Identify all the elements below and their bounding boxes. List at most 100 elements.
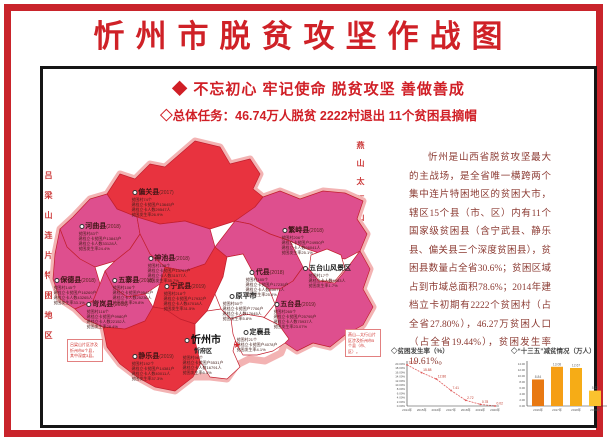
county-label-繁峙县: 繁峙县(2018) 贫困村206个 建档立卡贫困户24950户 建档立卡人数66041… — [281, 225, 324, 259]
line-chart-y-tick: 6.00% — [397, 391, 406, 395]
bar-chart-y-tick: 14.00 — [518, 362, 526, 366]
bar-value-label: 5.13 — [592, 386, 599, 390]
line-chart-x-tick: 2018年 — [461, 407, 471, 412]
bar-chart-y-tick: 0.00 — [519, 404, 525, 408]
line-chart-x-tick: 2014年 — [402, 407, 412, 412]
county-stats: 贫困村192个 建档立卡贫困户14381户 建档立卡人数40011人 贫困发生率37.… — [131, 361, 174, 381]
line-chart-title: ◇贫困发生率（%） — [391, 348, 449, 355]
bar-value-label: 12.67 — [572, 363, 580, 367]
county-stat-line: 建档立卡人数25236人 — [112, 295, 152, 300]
county-stat-line: 贫困村83个 — [78, 231, 99, 236]
bar-chart-y-tick: 8.00 — [519, 380, 525, 384]
county-name: 五寨县(2018) — [112, 275, 154, 285]
county-stats: 贫困村116个 建档立卡贫困户9980户 建档立卡人数22152人 贫困发生率28.4… — [87, 309, 128, 329]
county-stat-line: 贫困村185个 — [245, 277, 269, 282]
bar-chart-y-tick: 4.00 — [519, 392, 525, 396]
county-stat-line: 建档立卡贫困户14381户 — [131, 366, 175, 371]
county-year: (2018) — [113, 302, 128, 308]
county-label-五台县: 五台县(2019) 贫困村265个 建档立卡贫困户25795户 建档立卡人数75937… — [273, 299, 316, 333]
bar-chart-y-tick: 12.00 — [518, 368, 526, 372]
xinzhou-map: 偏关县(2017) 贫困村74个 建档立卡贫困户13645户 建档立卡人数29547人… — [45, 129, 391, 423]
county-marker-dot — [54, 277, 60, 283]
county-marker-dot — [112, 277, 118, 283]
county-stat-line: 建档立卡人数47018人 — [163, 301, 203, 306]
county-stat-line: 贫困发生率33.1% — [53, 300, 85, 305]
line-point-label: 7.41 — [453, 386, 460, 390]
county-stat-line: 贫困村138个 — [147, 263, 171, 268]
county-label-河曲县: 河曲县(2018) 贫困村83个 建档立卡贫困户13843户 建档立卡人数33128人… — [78, 221, 121, 255]
county-year: (2018) — [81, 278, 96, 284]
county-stat-line: 贫困村21个 — [236, 337, 257, 342]
county-stat-line: 建档立卡贫困户16269户 — [53, 290, 97, 295]
county-stat-line: 建档立卡人数31577人 — [147, 273, 187, 278]
county-stat-line: 建档立卡贫困户25795户 — [273, 314, 317, 319]
county-year: (2018) — [139, 278, 154, 284]
county-year: (2018) — [175, 256, 190, 262]
county-label-定襄县: 定襄县 贫困村21个 建档立卡贫困户4078户 贫困发生率4.1% — [237, 327, 278, 356]
county-label-五台山风景区: 五台山风景区 贫困村17个 建档立卡人数4083人 贫困发生率1.7% — [303, 263, 351, 292]
region-dingxiang — [230, 313, 290, 356]
county-stat-line: 贫困村206个 — [281, 235, 305, 240]
line-chart-y-tick: 18.00% — [395, 366, 405, 370]
county-stats: 贫困村138个 建档立卡贫困户13797户 建档立卡人数31577人 贫困发生率35.… — [147, 263, 190, 283]
region-xinfu — [194, 308, 241, 380]
poverty-rate-line-chart: ◇贫困发生率（%） 20.00% 18.00% 16.00% 14.00% 12.00%… — [387, 345, 503, 423]
county-marker-dot — [282, 227, 288, 233]
county-stat-line: 贫困村116个 — [86, 309, 109, 314]
line-chart-x-tick: 2015年 — [417, 407, 427, 412]
county-stat-line: 建档立卡贫困户13843户 — [78, 236, 122, 241]
county-stats: 贫困村96个 建档立卡贫困户5531户 建档立卡人数16791人 贫困发生率6.4% — [183, 355, 224, 375]
line-point-label: 0.78 — [482, 400, 489, 404]
county-stat-line: 建档立卡贫困户5531户 — [182, 360, 224, 365]
line-chart-x-tick: 2016年 — [431, 407, 441, 412]
line-point-label: 19.61 — [409, 360, 417, 364]
county-stats: 贫困村50个 建档立卡贫困户7706户 建档立卡人数17645人 贫困发生率5.8% — [223, 301, 264, 321]
line-point-marker — [435, 378, 438, 380]
line-chart-y-tick: 8.00% — [397, 387, 406, 391]
map-regions-svg — [49, 137, 377, 395]
county-stats: 贫困村21个 建档立卡贫困户4078户 贫困发生率4.1% — [237, 337, 278, 352]
line-point-label: 12.86 — [438, 374, 446, 378]
county-label-静乐县: 静乐县(2019) 贫困村192个 建档立卡贫困户14381户 建档立卡人数40011… — [131, 351, 174, 385]
county-stat-line: 建档立卡人数45071人 — [245, 287, 285, 292]
line-chart-x-tick: 2020年 — [490, 407, 500, 412]
county-stat-line: 贫困村192个 — [131, 361, 155, 366]
county-stat-line: 建档立卡人数40011人 — [131, 371, 171, 376]
line-point-marker — [420, 371, 423, 374]
county-stat-line: 贫困发生率29.8% — [112, 300, 144, 305]
reduction-bar — [589, 390, 601, 406]
county-stat-line: 建档立卡贫困户9980户 — [86, 314, 128, 319]
bar-value-label: 13.08 — [553, 362, 561, 366]
county-stat-line: 建档立卡贫困户17932户 — [163, 296, 207, 301]
line-point-marker — [406, 364, 408, 366]
county-stat-line: 贫困发生率35.7% — [147, 278, 179, 283]
map-note-1: 吕梁山片区涉及忻州市6个县，其中深度3县。 — [67, 339, 103, 362]
line-chart-y-tick: 16.00% — [395, 370, 405, 374]
bar-chart-y-tick: 6.00 — [519, 386, 525, 390]
county-marker-dot — [132, 189, 138, 195]
county-marker-dot — [274, 301, 280, 307]
county-label-代县: 代县(2018) 贫困村185个 建档立卡贫困户17235户 建档立卡人数45071人… — [245, 267, 288, 301]
bar-chart-title: ◇“十三五”减贫情况（万人） — [511, 348, 596, 355]
county-year: (2017) — [159, 190, 174, 196]
county-name: 原平市 — [223, 291, 264, 301]
county-stat-line: 贫困村265个 — [273, 309, 297, 314]
overall-task-line: ◇总体任务：46.74万人脱贫 2222村退出 11个贫困县摘帽 — [160, 109, 477, 123]
county-marker-dot — [249, 269, 255, 275]
county-marker-dot — [229, 293, 235, 299]
county-stat-line: 建档立卡人数4083人 — [308, 278, 346, 283]
county-stat-line: 贫困村74个 — [131, 197, 152, 202]
county-stat-line: 贫困村17个 — [308, 273, 329, 278]
county-label-五寨县: 五寨县(2018) 贫困村106个 建档立卡贫困户9542户 建档立卡人数25236人… — [112, 275, 154, 309]
poster-red-frame — [4, 4, 603, 437]
bar-chart-y-tick: 10.00 — [518, 374, 526, 378]
county-name: 神池县(2018) — [147, 253, 190, 263]
county-stats: 贫困村218个 建档立卡贫困户17932户 建档立卡人数47018人 贫困发生率31.… — [163, 291, 206, 311]
county-stat-line: 建档立卡贫困户24950户 — [281, 240, 325, 245]
county-stat-line: 贫困发生率28.4% — [86, 324, 118, 329]
county-stats: 贫困村83个 建档立卡贫困户13843户 建档立卡人数33128人 贫困发生率24.4… — [78, 231, 121, 251]
county-stat-line: 建档立卡人数16791人 — [182, 365, 222, 370]
county-label-宁武县: 宁武县(2019) 贫困村218个 建档立卡贫困户17932户 建档立卡人数47018… — [163, 281, 206, 315]
county-label-保德县: 保德县(2018) 贫困村145个 建档立卡贫困户16269户 建档立卡人数43265… — [53, 275, 96, 309]
